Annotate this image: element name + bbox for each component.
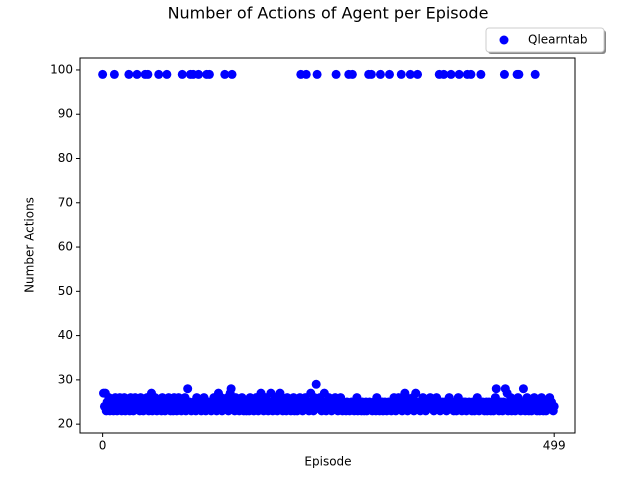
point — [446, 69, 456, 79]
point — [220, 69, 230, 79]
point — [143, 69, 153, 79]
y-tick-label: 60 — [58, 240, 73, 254]
point — [405, 69, 415, 79]
point — [466, 69, 476, 79]
point — [194, 69, 204, 79]
point — [518, 384, 528, 394]
point — [411, 388, 421, 398]
point — [384, 69, 394, 79]
point — [476, 69, 486, 79]
point — [132, 69, 142, 79]
point — [530, 69, 540, 79]
point — [98, 69, 108, 79]
point — [109, 69, 119, 79]
point — [312, 69, 322, 79]
point — [491, 384, 501, 394]
plot-frame — [79, 57, 576, 434]
point — [413, 69, 423, 79]
point — [227, 69, 237, 79]
legend-label: Qlearntab — [528, 33, 588, 47]
legend — [485, 27, 605, 53]
point — [226, 384, 236, 394]
y-tick-label: 50 — [58, 284, 73, 298]
point — [514, 69, 524, 79]
x-tick-label: 499 — [543, 439, 566, 453]
x-tick-label: 0 — [99, 439, 107, 453]
point — [124, 69, 134, 79]
y-tick-label: 100 — [50, 62, 73, 76]
x-axis-label: Episode — [304, 455, 351, 469]
point — [549, 401, 559, 411]
y-tick-label: 80 — [58, 151, 73, 165]
point — [366, 69, 376, 79]
point — [177, 69, 187, 79]
point — [311, 379, 321, 389]
y-tick-label: 20 — [58, 417, 73, 431]
y-tick-label: 90 — [58, 107, 73, 121]
point — [499, 69, 509, 79]
point — [347, 69, 357, 79]
y-axis-label: Number Actions — [23, 197, 37, 293]
point — [375, 69, 385, 79]
point — [439, 69, 449, 79]
point — [154, 69, 164, 79]
point — [301, 69, 311, 79]
y-tick-label: 30 — [58, 372, 73, 386]
legend-marker — [499, 35, 509, 45]
point — [162, 69, 172, 79]
point — [204, 69, 214, 79]
chart-title: Number of Actions of Agent per Episode — [168, 4, 489, 23]
point — [454, 69, 464, 79]
point — [331, 69, 341, 79]
point — [183, 384, 193, 394]
y-tick-label: 40 — [58, 328, 73, 342]
point — [396, 69, 406, 79]
y-tick-label: 70 — [58, 195, 73, 209]
